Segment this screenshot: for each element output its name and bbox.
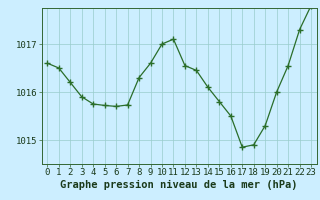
X-axis label: Graphe pression niveau de la mer (hPa): Graphe pression niveau de la mer (hPa) [60,180,298,190]
